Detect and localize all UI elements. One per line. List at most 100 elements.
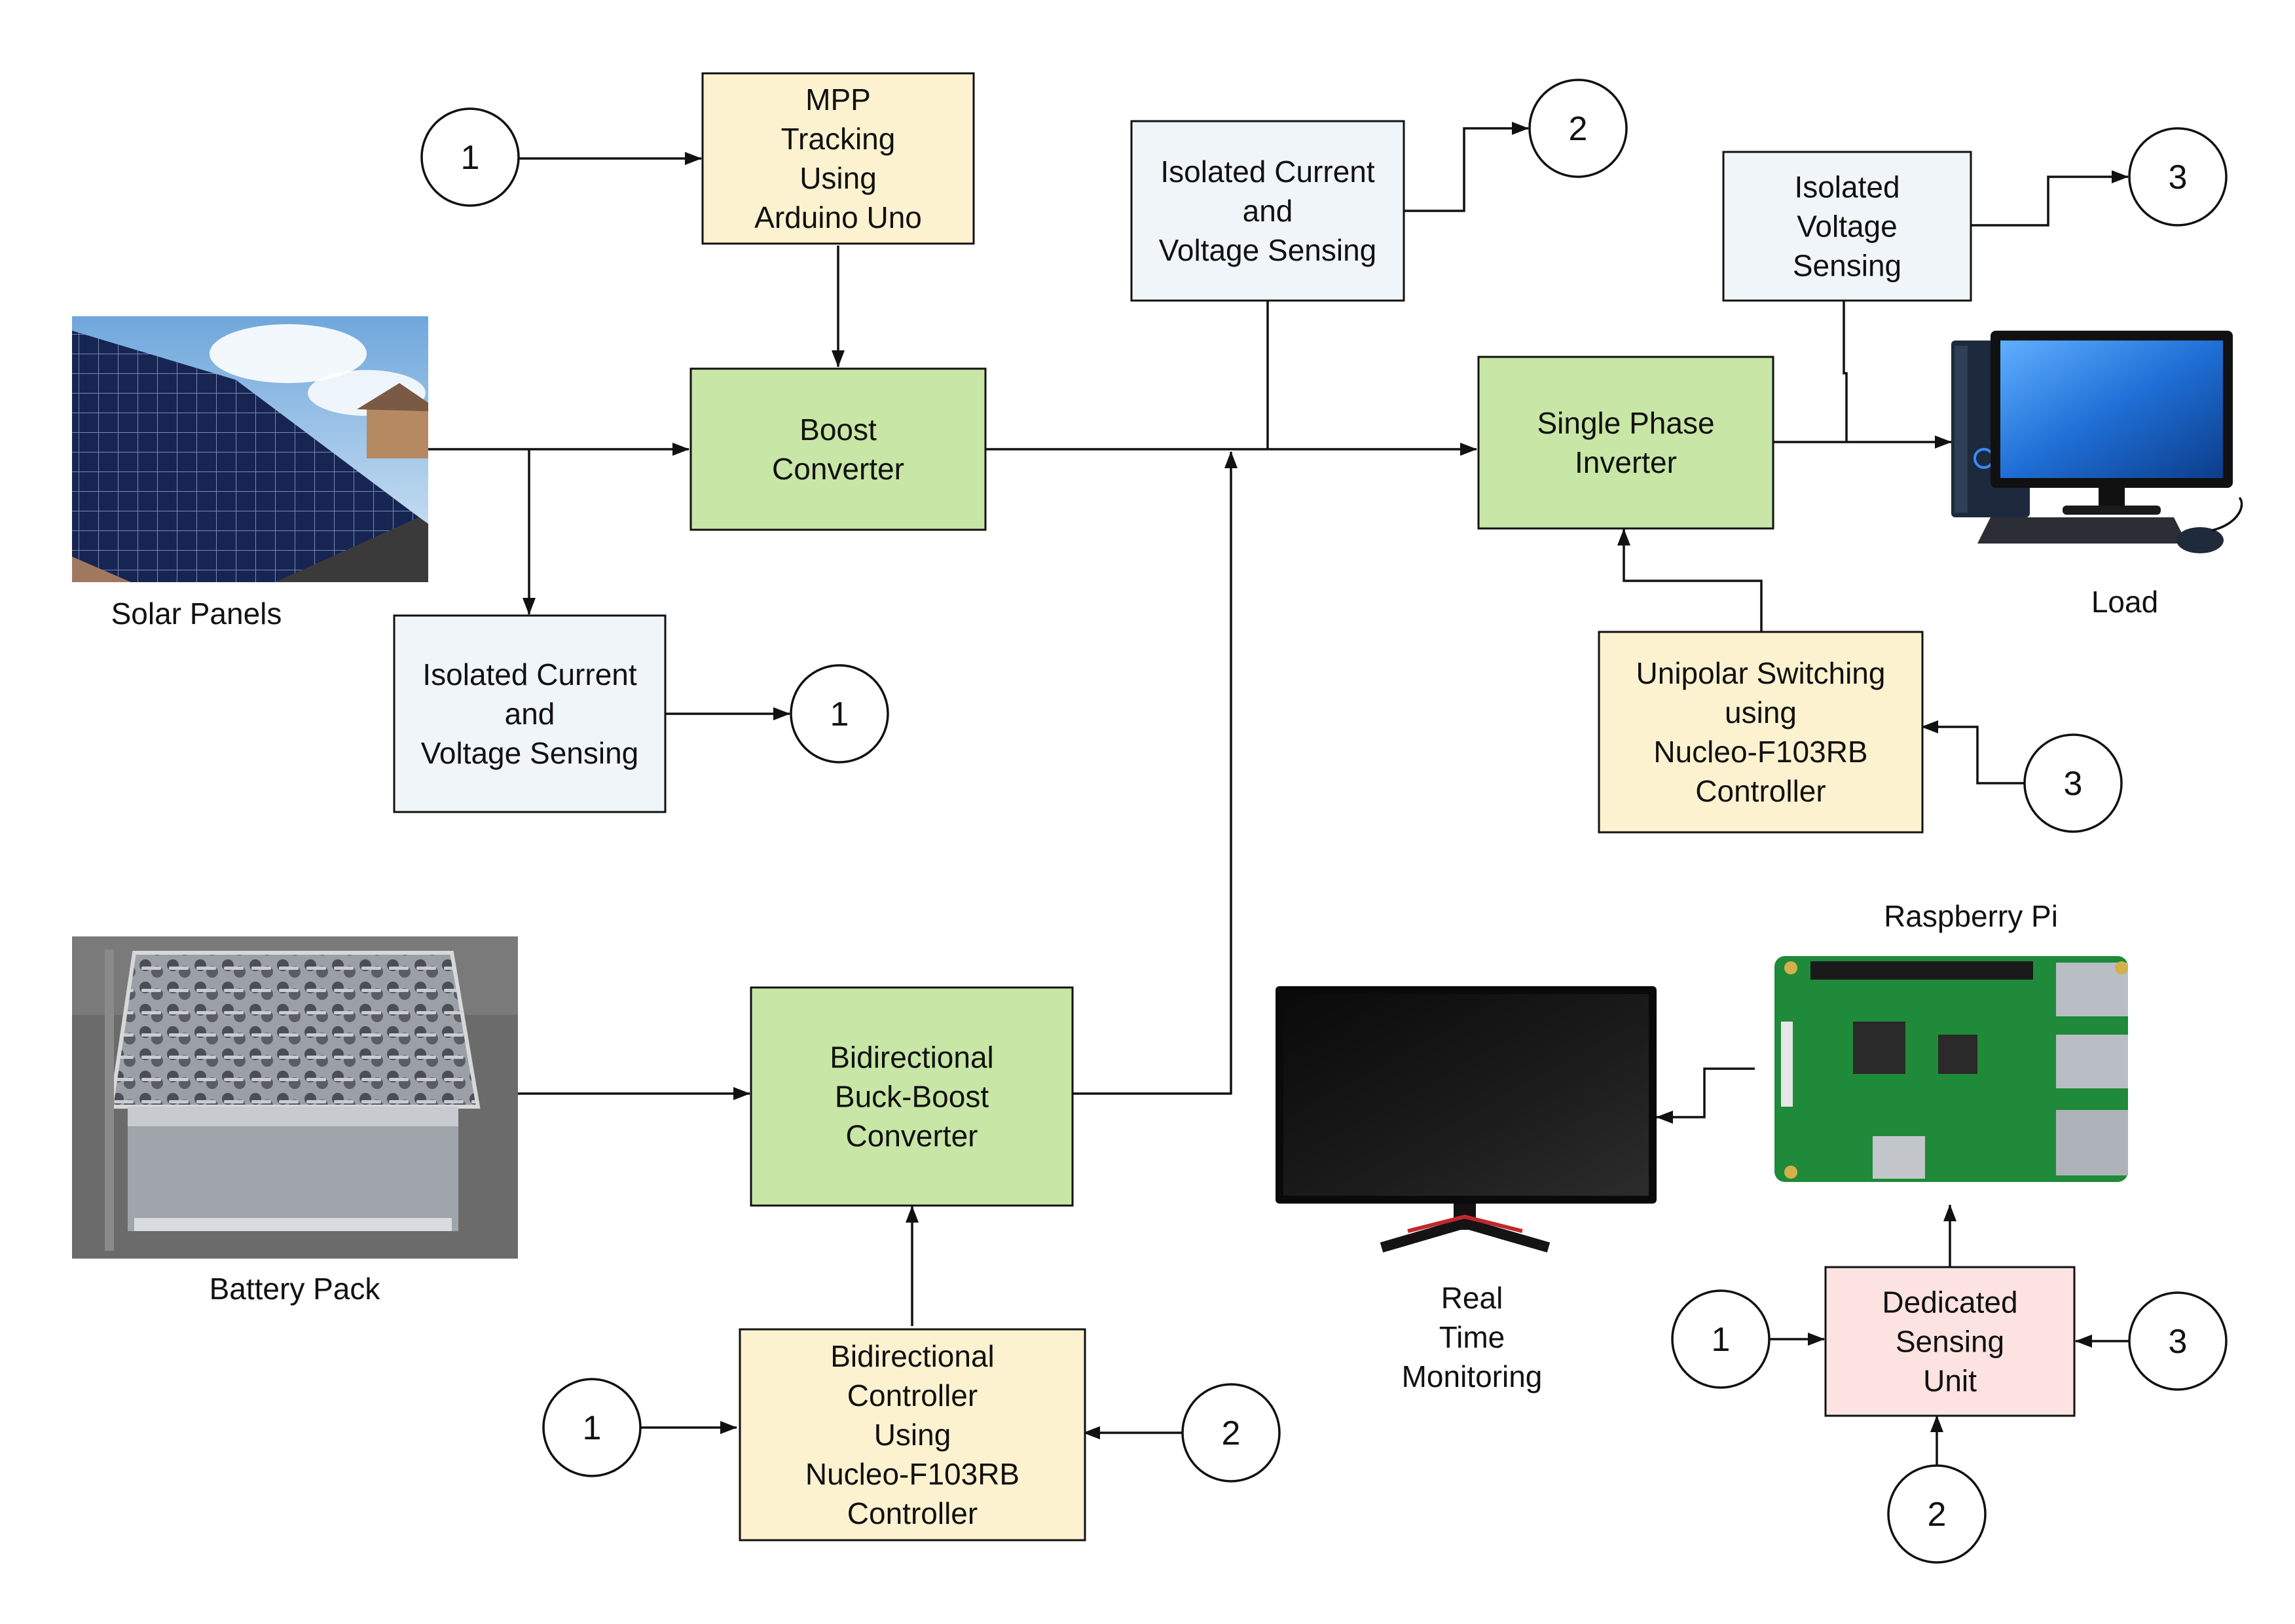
bidirectional-buck-boost-converter-box-label-line-3: Converter bbox=[846, 1119, 978, 1153]
dc-bus-current-voltage-sensing-box-label-line-2: and bbox=[1243, 194, 1293, 228]
dc-bus-current-voltage-sensing-box: Isolated Current and Voltage Sensing bbox=[1130, 120, 1405, 302]
single-phase-inverter-box: Single Phase Inverter bbox=[1477, 356, 1774, 530]
connector-node-1-dedicated-circle bbox=[1671, 1289, 1771, 1389]
connector-node-1-dedicated-number: 1 bbox=[1712, 1321, 1731, 1359]
arrow-ac-sensing-to-n3 bbox=[1971, 170, 2129, 227]
mpp-tracking-box-label-line-3: Using bbox=[799, 161, 877, 195]
connector-node-1-bidir-ctrl: 1 bbox=[542, 1378, 642, 1477]
single-phase-inverter-box-frame bbox=[1477, 356, 1774, 530]
dedicated-sensing-unit-box-label-line-1: Dedicated bbox=[1882, 1285, 2017, 1320]
dedicated-sensing-unit-box-frame bbox=[1824, 1266, 2076, 1417]
connector-node-1-dedicated: 1 bbox=[1671, 1289, 1771, 1389]
connector-node-2-dedicated: 2 bbox=[1887, 1464, 1987, 1564]
ac-voltage-sensing-box-frame bbox=[1722, 151, 1972, 302]
connector-node-2-bidir-ctrl-circle bbox=[1181, 1383, 1281, 1483]
boost-converter-box-label-line-2: Converter bbox=[772, 452, 904, 486]
connector-node-1-mpp: 1 bbox=[420, 107, 520, 207]
mpp-tracking-box-frame bbox=[701, 72, 975, 245]
solar-panels-label: Solar Panels bbox=[111, 597, 282, 631]
connector-node-2-dedicated-number: 2 bbox=[1928, 1496, 1947, 1534]
single-phase-inverter-box-label-line-1: Single Phase bbox=[1537, 406, 1714, 440]
ac-voltage-sensing-box: Isolated Voltage Sensing bbox=[1722, 151, 1972, 302]
dedicated-sensing-unit-box: Dedicated Sensing Unit bbox=[1824, 1266, 2076, 1417]
unipolar-switching-controller-box-label-line-3: Nucleo-F103RB bbox=[1653, 735, 1867, 769]
unipolar-switching-controller-box-frame bbox=[1598, 631, 1924, 834]
connector-node-2-dedicated-circle bbox=[1887, 1464, 1987, 1564]
dc-bus-current-voltage-sensing-box-label-line-1: Isolated Current bbox=[1160, 155, 1374, 189]
boost-converter-box-frame bbox=[689, 367, 987, 531]
arrow-dc-sensing-to-n2 bbox=[1404, 122, 1529, 212]
pv-current-voltage-sensing-box-label-line-3: Voltage Sensing bbox=[421, 736, 639, 770]
bidirectional-controller-box-label-line-2: Controller bbox=[847, 1378, 978, 1412]
dc-bus-current-voltage-sensing-box-label-line-3: Voltage Sensing bbox=[1159, 233, 1377, 267]
unipolar-switching-controller-box: Unipolar Switching using Nucleo-F103RB Cont… bbox=[1598, 631, 1924, 834]
desktop-computer-icon bbox=[1951, 331, 2243, 553]
connector-node-3-dedicated-number: 3 bbox=[2169, 1323, 2188, 1361]
line-ac-sensing-tap bbox=[1843, 300, 1848, 442]
boost-converter-box: Boost Converter bbox=[689, 367, 987, 531]
mpp-tracking-box-label-line-1: MPP bbox=[805, 83, 871, 117]
connector-node-1-bidir-ctrl-number: 1 bbox=[583, 1409, 602, 1447]
monitor-icon bbox=[1276, 986, 1657, 1253]
boost-converter-box-label-line-1: Boost bbox=[799, 413, 877, 447]
connector-node-3-ac-sensing-number: 3 bbox=[2169, 158, 2188, 196]
bidirectional-buck-boost-converter-box-frame bbox=[750, 986, 1074, 1207]
battery-pack-label: Battery Pack bbox=[210, 1272, 381, 1306]
mpp-tracking-box-label-line-2: Tracking bbox=[781, 122, 896, 156]
connector-node-3-unipolar: 3 bbox=[2023, 733, 2123, 833]
single-phase-inverter-box-label-line-2: Inverter bbox=[1575, 445, 1677, 479]
connector-node-2-dc-sensing-circle bbox=[1528, 79, 1628, 178]
connector-node-3-dedicated: 3 bbox=[2128, 1291, 2228, 1391]
ac-voltage-sensing-box-label-line-3: Sensing bbox=[1793, 249, 1901, 283]
arrow-unipolar-to-inverter bbox=[1617, 528, 1763, 632]
connector-node-2-bidir-ctrl-number: 2 bbox=[1222, 1414, 1241, 1452]
bidirectional-controller-box-label-line-4: Nucleo-F103RB bbox=[805, 1457, 1019, 1491]
pv-current-voltage-sensing-box-label-line-2: and bbox=[505, 697, 555, 731]
bidirectional-buck-boost-converter-box: Bidirectional Buck-Boost Converter bbox=[750, 986, 1074, 1207]
bidirectional-buck-boost-converter-box-label-line-2: Buck-Boost bbox=[835, 1080, 989, 1114]
arrow-rpi-to-monitor bbox=[1656, 1067, 1755, 1124]
connector-node-3-ac-sensing-circle bbox=[2128, 127, 2228, 227]
connector-node-1-pv-sensing: 1 bbox=[790, 664, 889, 764]
monitor-label-line-2: Time bbox=[1439, 1320, 1505, 1354]
arrow-n3-to-unipolar bbox=[1921, 720, 2025, 784]
arrow-bidir-to-dc-bus bbox=[1071, 451, 1238, 1095]
mpp-tracking-box: MPP Tracking Using Arduino Uno bbox=[701, 72, 975, 245]
pv-current-voltage-sensing-box-label-line-1: Isolated Current bbox=[422, 657, 636, 692]
nodes-layer: 1 1 2 3 3 1 2 1 3 2 bbox=[420, 79, 2228, 1564]
monitor-label-line-3: Monitoring bbox=[1402, 1359, 1543, 1393]
connector-node-2-bidir-ctrl: 2 bbox=[1181, 1383, 1281, 1483]
connectors bbox=[428, 122, 2129, 1466]
bidirectional-controller-box-label-line-1: Bidirectional bbox=[830, 1339, 995, 1373]
unipolar-switching-controller-box-label-line-2: using bbox=[1725, 695, 1797, 729]
connector-node-1-pv-sensing-number: 1 bbox=[830, 695, 849, 733]
raspberry-pi-label: Raspberry Pi bbox=[1884, 899, 2058, 933]
connector-node-3-unipolar-circle bbox=[2023, 733, 2123, 833]
bidirectional-controller-box-label-line-5: Controller bbox=[847, 1496, 978, 1530]
monitor-label-line-1: Real bbox=[1441, 1281, 1503, 1315]
mpp-tracking-box-label-line-4: Arduino Uno bbox=[754, 200, 922, 234]
bidirectional-controller-box-label-line-3: Using bbox=[874, 1418, 951, 1452]
boxes-layer: MPP Tracking Using Arduino Uno Boost Converte… bbox=[393, 72, 2076, 1541]
connector-node-1-mpp-circle bbox=[420, 107, 520, 207]
unipolar-switching-controller-box-label-line-1: Unipolar Switching bbox=[1636, 656, 1886, 690]
ac-voltage-sensing-box-label-line-2: Voltage bbox=[1797, 210, 1897, 244]
connector-node-2-dc-sensing-number: 2 bbox=[1569, 110, 1588, 148]
raspberry-pi-board-image bbox=[1774, 956, 2128, 1182]
unipolar-switching-controller-box-label-line-4: Controller bbox=[1695, 774, 1826, 808]
bidirectional-buck-boost-converter-box-label-line-1: Bidirectional bbox=[830, 1041, 994, 1075]
load-label: Load bbox=[2091, 585, 2158, 619]
battery-pack-image bbox=[72, 936, 518, 1259]
bidirectional-controller-box: Bidirectional Controller Using Nucleo-F103R… bbox=[739, 1328, 1086, 1541]
dc-bus-current-voltage-sensing-box-frame bbox=[1130, 120, 1405, 302]
connector-node-2-dc-sensing: 2 bbox=[1528, 79, 1628, 178]
connector-node-1-mpp-number: 1 bbox=[461, 139, 480, 177]
pv-current-voltage-sensing-box-frame bbox=[393, 614, 667, 813]
solar-panels-image bbox=[72, 316, 428, 582]
dedicated-sensing-unit-box-label-line-3: Unit bbox=[1923, 1364, 1977, 1398]
bidirectional-controller-box-frame bbox=[739, 1328, 1086, 1541]
connector-node-1-pv-sensing-circle bbox=[790, 664, 889, 764]
connector-node-3-unipolar-number: 3 bbox=[2064, 765, 2083, 803]
connector-node-3-dedicated-circle bbox=[2128, 1291, 2228, 1391]
